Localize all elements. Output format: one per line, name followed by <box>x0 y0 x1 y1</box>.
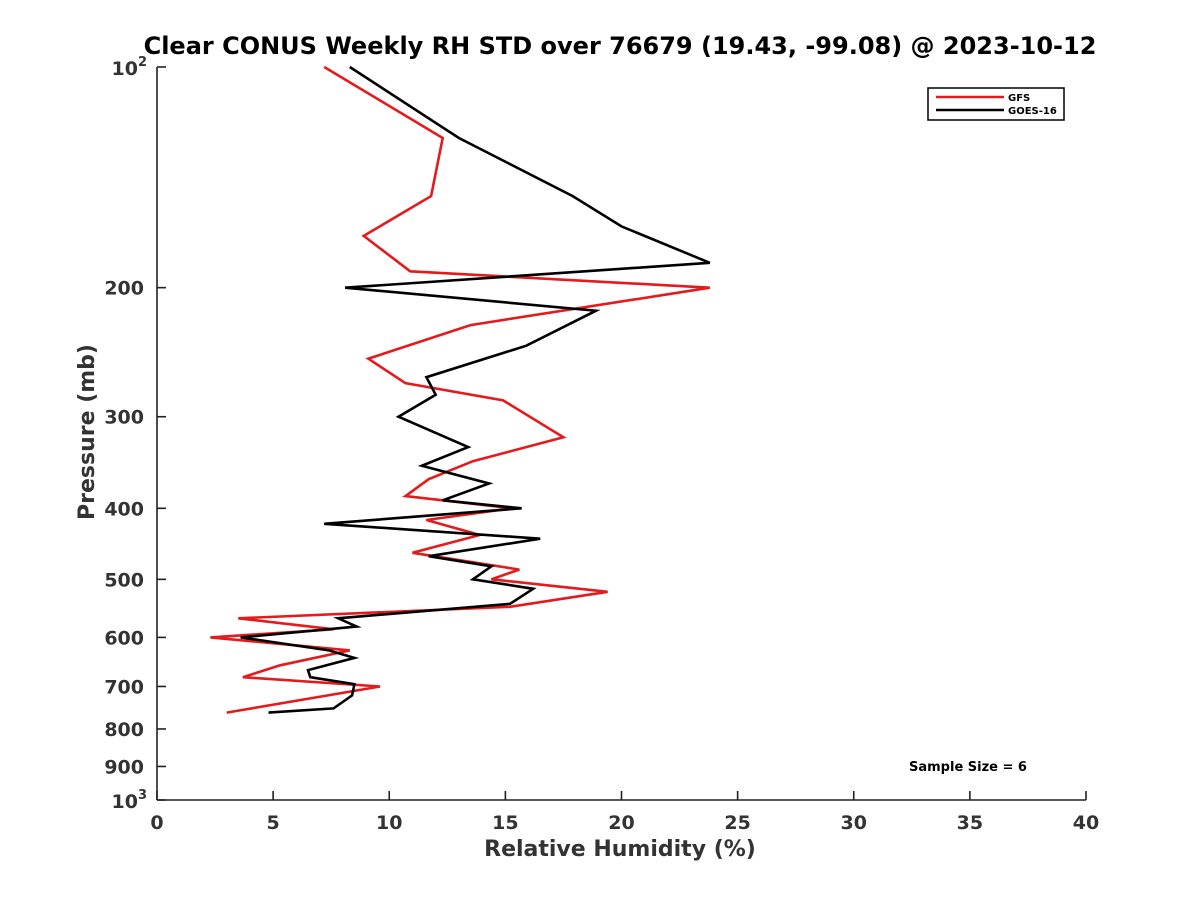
legend-label-gfs: GFS <box>1008 93 1030 104</box>
x-tick-label: 0 <box>150 812 163 834</box>
legend-label-goes16: GOES-16 <box>1008 106 1057 117</box>
legend-box <box>927 87 1065 121</box>
x-tick-label: 15 <box>492 812 518 834</box>
series-line-goes16 <box>240 65 711 714</box>
y-tick-label: 900 <box>104 756 144 778</box>
y-tick-label: 600 <box>104 627 144 649</box>
chart-title: Clear CONUS Weekly RH STD over 76679 (19… <box>144 32 1097 60</box>
y-tick-label: 500 <box>104 569 144 591</box>
y-tick-label: 800 <box>104 719 144 741</box>
y-axis-label: Pressure (mb) <box>75 344 100 520</box>
legend: GFS GOES-16 <box>927 87 1065 121</box>
x-tick-label: 20 <box>608 812 634 834</box>
y-tick-label: 400 <box>104 498 144 520</box>
y-tick-label: 200 <box>104 278 144 300</box>
x-axis-label: Relative Humidity (%) <box>484 837 756 862</box>
series-layer <box>210 65 711 714</box>
x-tick-label: 35 <box>957 812 983 834</box>
sample-size-annotation: Sample Size = 6 <box>909 760 1027 775</box>
y-tick-label: 103 <box>112 788 148 813</box>
y-tick-label: 300 <box>104 407 144 429</box>
x-tick-label: 40 <box>1073 812 1099 834</box>
x-tick-label: 5 <box>267 812 280 834</box>
plot-axes: 0 5 10 15 20 25 30 35 40 102 200 300 400 500 600 700 800… <box>104 55 1099 834</box>
x-tick-label: 30 <box>841 812 867 834</box>
x-tick-label: 25 <box>724 812 750 834</box>
y-tick-label: 700 <box>104 676 144 698</box>
x-tick-label: 10 <box>376 812 402 834</box>
y-tick-label: 102 <box>112 55 148 80</box>
series-line-gfs <box>210 65 711 714</box>
